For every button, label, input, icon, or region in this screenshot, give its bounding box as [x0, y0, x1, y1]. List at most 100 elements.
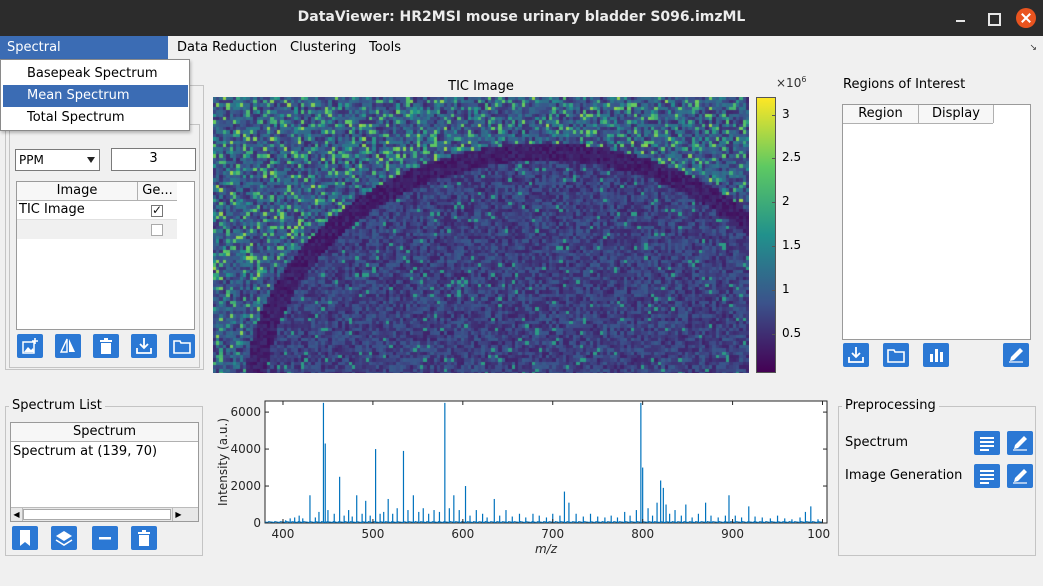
delete-image-button[interactable] [93, 334, 119, 358]
list-item[interactable]: Spectrum at (139, 70) [13, 444, 158, 459]
tolerance-unit-value: PPM [19, 153, 44, 167]
column-header-display[interactable]: Display [932, 106, 980, 121]
colorbar-tick-label: 2 [782, 194, 790, 209]
y-tick-label: 2000 [230, 479, 261, 493]
pencil-icon [1009, 348, 1023, 363]
preprocessing-spectrum-label: Spectrum [845, 435, 908, 450]
tolerance-unit-select[interactable]: PPM [15, 149, 100, 171]
window-titlebar[interactable]: DataViewer: HR2MSI mouse urinary bladder… [0, 0, 1043, 36]
y-tick-label: 0 [253, 516, 261, 530]
image-generation-edit-button[interactable] [1007, 464, 1033, 488]
preprocessing-title: Preprocessing [842, 398, 939, 413]
colorbar-tick-label: 1 [782, 281, 790, 296]
column-header-image[interactable]: Image [56, 183, 98, 198]
colorbar-tick-label: 1.5 [782, 237, 802, 252]
minimize-button[interactable] [951, 8, 971, 28]
menu-clustering[interactable]: Clustering [290, 40, 357, 55]
colorbar-exponent-power: 6 [801, 75, 807, 84]
menu-item-basepeak-spectrum[interactable]: Basepeak Spectrum [27, 66, 158, 81]
y-axis-label: Intensity (a.u.) [216, 418, 230, 506]
region-stats-button[interactable] [923, 343, 949, 367]
split-button[interactable] [55, 334, 81, 358]
x-tick-label: 900 [721, 527, 744, 541]
maximize-button[interactable] [983, 8, 1003, 28]
colorbar-tick-mark [772, 245, 776, 247]
open-folder-button[interactable] [169, 334, 195, 358]
colorbar-tick-label: 0.5 [782, 325, 802, 340]
trash-icon [138, 530, 150, 546]
menu-item-mean-spectrum[interactable]: Mean Spectrum [3, 85, 188, 107]
table-row[interactable] [17, 220, 177, 239]
image-generation-list-button[interactable] [974, 464, 1000, 488]
spectrum-list-header[interactable]: Spectrum [11, 423, 198, 442]
window-title: DataViewer: HR2MSI mouse urinary bladder… [297, 9, 746, 25]
column-divider [137, 182, 138, 200]
generate-checkbox[interactable] [151, 203, 163, 217]
regions-table-header: Region Display [843, 105, 994, 124]
list-icon [980, 437, 994, 451]
split-icon [59, 338, 75, 353]
colorbar-tick-label: 3 [782, 106, 790, 121]
image-table[interactable]: Image Ge... TIC Image [16, 181, 195, 330]
import-region-button[interactable] [843, 343, 869, 367]
colorbar [756, 97, 776, 373]
scroll-thumb[interactable] [23, 509, 171, 520]
spectrum-preprocessing-list-button[interactable] [974, 431, 1000, 455]
x-tick-label: 800 [631, 527, 654, 541]
spectrum-preprocessing-edit-button[interactable] [1007, 431, 1033, 455]
column-header-region[interactable]: Region [858, 106, 903, 121]
add-image-button[interactable] [17, 334, 43, 358]
remove-spectrum-button[interactable] [92, 526, 118, 550]
scroll-left-icon[interactable]: ◀ [11, 508, 23, 521]
regions-table[interactable]: Region Display [842, 104, 1031, 340]
menu-item-total-spectrum[interactable]: Total Spectrum [27, 110, 125, 125]
layers-icon [55, 531, 73, 546]
edit-region-button[interactable] [1003, 343, 1029, 367]
spectrum-list-title: Spectrum List [9, 398, 105, 413]
menu-corner-icon[interactable]: ↘ [1029, 43, 1037, 53]
column-divider [918, 105, 919, 123]
folder-icon [887, 349, 905, 363]
tic-image-title: TIC Image [448, 79, 514, 94]
preprocessing-image-generation-label: Image Generation [845, 468, 963, 483]
table-row[interactable]: TIC Image [17, 201, 177, 220]
colorbar-tick-mark [772, 114, 776, 116]
export-image-button[interactable] [131, 334, 157, 358]
open-region-folder-button[interactable] [883, 343, 909, 367]
tic-image-canvas[interactable] [213, 97, 749, 373]
chevron-down-icon [87, 157, 95, 163]
column-divider [993, 105, 994, 123]
spectral-representation-dropdown: Basepeak Spectrum Mean Spectrum Total Sp… [0, 59, 190, 131]
x-tick-label: 700 [541, 527, 564, 541]
scroll-right-icon[interactable]: ▶ [172, 508, 184, 521]
tolerance-value-input[interactable]: 3 [111, 148, 196, 171]
menu-tools[interactable]: Tools [369, 40, 402, 55]
colorbar-tick-mark [772, 289, 776, 291]
pencil-icon [1013, 469, 1027, 484]
y-tick-label: 6000 [230, 405, 261, 419]
colorbar-exponent: ×106 [776, 75, 806, 90]
list-icon [980, 470, 994, 484]
menu-spectral-representation[interactable]: Spectral Representation [0, 36, 168, 78]
close-button[interactable] [1016, 8, 1036, 28]
x-axis-label: m/z [535, 542, 558, 556]
image-name-cell: TIC Image [19, 202, 85, 217]
download-icon [136, 338, 152, 354]
generate-checkbox[interactable] [151, 224, 163, 236]
layers-button[interactable] [51, 526, 77, 550]
horizontal-scrollbar[interactable]: ◀ ▶ [11, 507, 198, 521]
x-tick-label: 600 [451, 527, 474, 541]
minus-icon [99, 537, 111, 540]
add-image-icon [22, 338, 38, 354]
x-tick-label: 400 [272, 527, 295, 541]
x-tick-label: 500 [361, 527, 384, 541]
trash-icon [100, 338, 112, 354]
bookmark-spectrum-button[interactable] [12, 526, 38, 550]
column-header-generate[interactable]: Ge... [142, 183, 173, 198]
delete-spectrum-button[interactable] [131, 526, 157, 550]
spectrum-list-table[interactable]: Spectrum Spectrum at (139, 70) ◀ ▶ [10, 422, 199, 522]
colorbar-ticks: 3 2.5 2 1.5 1 0.5 [772, 97, 816, 373]
colorbar-tick-label: 2.5 [782, 150, 802, 165]
menu-data-reduction[interactable]: Data Reduction [177, 40, 278, 55]
